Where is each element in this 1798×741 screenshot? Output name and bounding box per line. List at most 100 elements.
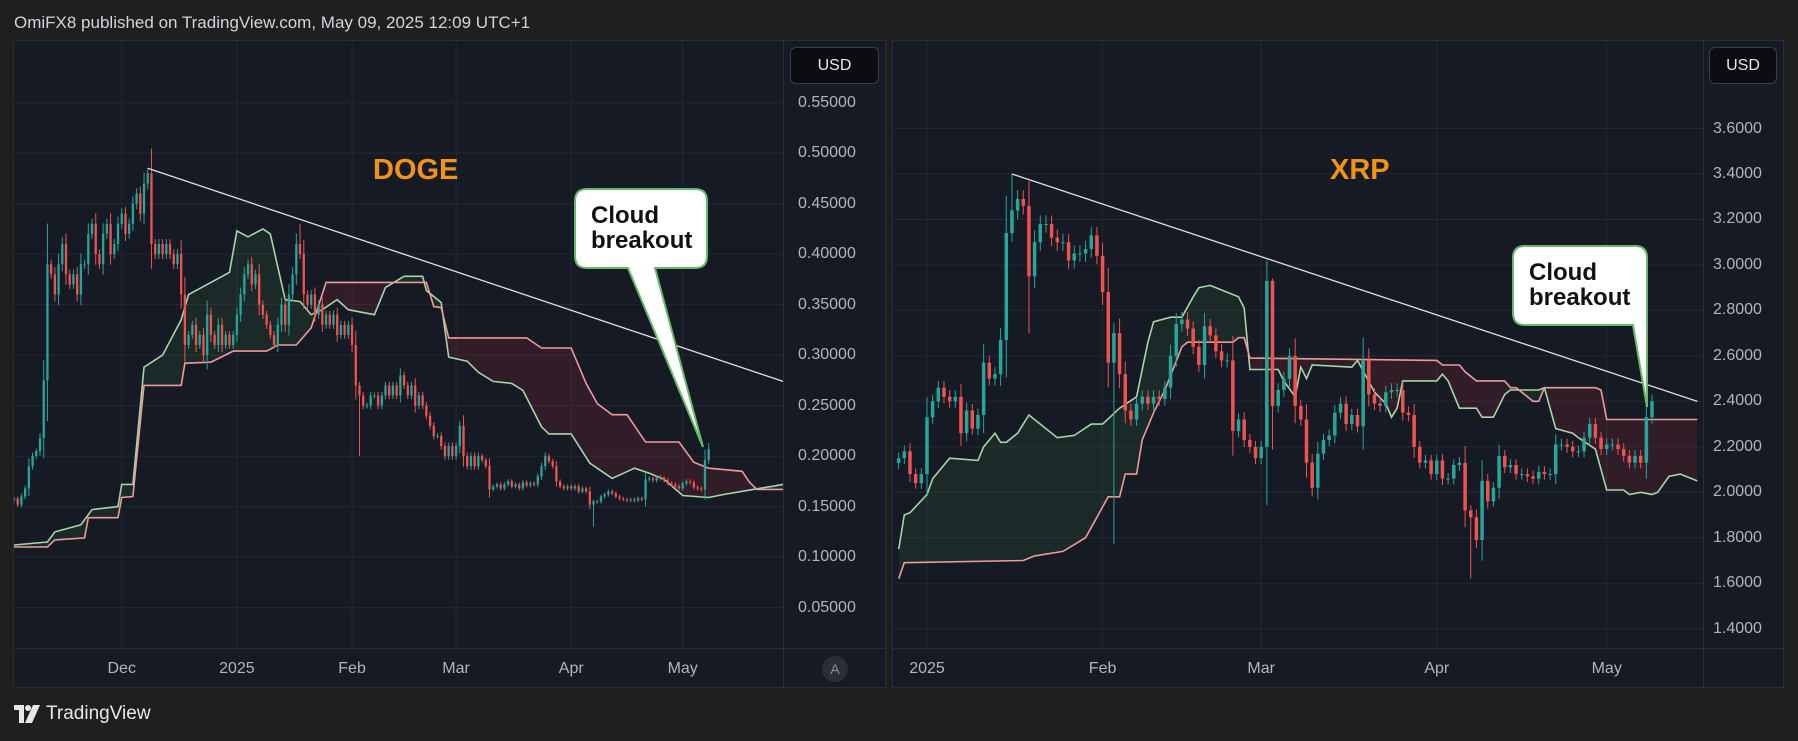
doge-price-axis[interactable]: USD 0.55000 0.50000 0.45000 0.40000 0.35000 0… [783,41,886,648]
candle [525,480,528,488]
candle [425,402,428,420]
candle [1440,454,1445,485]
candle [1129,404,1133,426]
candle-body [919,474,924,484]
grid [14,41,783,648]
doge-symbol-label: DOGE [373,154,459,186]
candle [1100,243,1105,305]
candle [1180,311,1184,332]
candle [14,496,16,503]
candle [521,480,525,491]
candle [1225,353,1229,368]
candle-body [536,476,539,485]
xrp-plot-area[interactable] [893,41,1703,648]
candle [139,186,142,221]
candle-body [1083,249,1088,254]
candle-body [358,385,361,396]
price-tick-label: 3.2000 [1713,210,1762,228]
auto-scale-button[interactable]: A [822,656,848,682]
candle-body [596,501,599,503]
candle-body [183,294,187,346]
candle-body [369,395,372,406]
leading-span-a-line [897,284,1698,550]
candle [49,259,53,279]
candle [161,239,164,259]
candle-body [648,478,651,480]
candle-body [1146,396,1150,404]
candle-body [1100,255,1105,293]
candle [443,442,447,460]
currency-button[interactable]: USD [790,47,879,84]
candle-body [98,254,101,265]
candle-body [1197,346,1201,365]
candle-body [284,304,287,325]
candle-body [1508,464,1513,468]
xrp-chart-panel[interactable]: USD 3.6000 3.4000 3.2000 3.0000 2.8000 2.6000… [892,40,1784,688]
candle-body [1276,389,1280,406]
candle-body [269,324,272,335]
doge-chart-panel[interactable]: USD 0.55000 0.50000 0.45000 0.40000 0.35000 0… [13,40,886,688]
candle [1621,443,1626,462]
candle-body [306,294,309,305]
price-tick-label: 0.40000 [798,245,856,263]
candle [1338,397,1343,420]
candle [27,458,31,497]
candle-body [332,314,335,325]
candle-body [165,244,168,255]
price-tick-label: 3.4000 [1713,164,1762,182]
candle [202,327,205,363]
publish-info: OmiFX8 published on TradingView.com, May… [14,13,531,32]
candle-body [577,486,580,492]
candle [919,468,924,489]
candle-body [1423,460,1428,463]
candle-body [1333,412,1337,436]
price-tick-label: 0.55000 [798,93,856,111]
candle-body [1044,224,1048,226]
candle [388,381,391,400]
candle [622,496,625,502]
candle [1140,390,1144,411]
candle-body [947,396,952,402]
candle-body [421,395,424,406]
candle-body [343,324,346,335]
candle-body [1338,403,1343,413]
currency-button[interactable]: USD [1709,47,1777,84]
candle-body [1004,233,1009,340]
candle [98,249,101,269]
candle-body [1231,360,1235,431]
candle [670,481,673,487]
price-tick-label: 2.0000 [1713,483,1762,501]
candle-body [1066,242,1071,261]
candle-body [79,264,83,295]
doge-time-axis[interactable]: Dec 2025 Feb Mar Apr May [14,648,783,688]
candle [109,213,112,265]
candle [1457,456,1462,471]
candle-body [1587,424,1592,438]
candle [1083,240,1088,262]
candle [1644,401,1649,479]
candle [964,402,969,442]
candle [61,236,64,272]
candle-body [176,254,179,265]
candle [913,468,918,489]
candle [183,276,187,363]
candle [959,384,963,446]
time-tick-label: May [1591,660,1622,677]
candle [1395,383,1399,397]
candle-body [83,264,86,266]
candle [154,239,157,259]
xrp-time-axis[interactable]: 2025 Feb Mar Apr May [893,648,1703,688]
candle-body [514,484,517,487]
candle-body [896,458,901,464]
xrp-symbol-label: XRP [1330,154,1390,186]
doge-plot-area[interactable] [14,41,783,648]
footer-brand[interactable]: TradingView [14,703,151,725]
candle [925,397,929,494]
candle [31,452,34,470]
candle [681,481,684,491]
candle [707,442,710,465]
candle [1542,466,1547,480]
xrp-price-axis[interactable]: USD 3.6000 3.4000 3.2000 3.0000 2.8000 2.6000… [1703,41,1784,648]
candle [180,239,183,309]
candle [440,432,443,450]
